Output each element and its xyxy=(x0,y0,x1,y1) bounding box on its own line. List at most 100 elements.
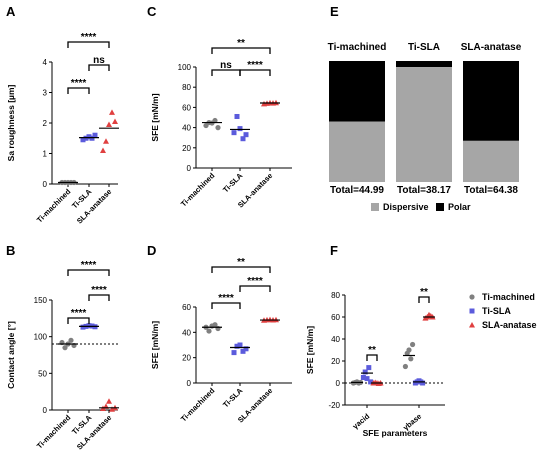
data-point xyxy=(212,117,218,124)
total-label: Total=44.99 xyxy=(330,185,384,196)
data-point xyxy=(362,369,368,375)
y-tick-label: 150 xyxy=(34,296,48,305)
y-tick-label: 40 xyxy=(182,328,191,337)
data-point xyxy=(231,130,237,136)
dispersive-bar-segment xyxy=(463,140,519,182)
legend-label-dispersive: Dispersive xyxy=(383,202,429,212)
legend-marker xyxy=(469,308,475,314)
x-tick-label: Ti-machined xyxy=(35,413,73,451)
total-label: Total=38.17 xyxy=(397,185,451,196)
data-point xyxy=(106,398,112,404)
data-point xyxy=(410,341,416,348)
data-point xyxy=(237,342,243,348)
y-tick-label: 1 xyxy=(43,150,48,159)
legend-swatch-dispersive xyxy=(371,203,379,211)
x-tick-label: Ti-machined xyxy=(35,187,73,225)
significance-label: **** xyxy=(81,32,97,43)
total-label: Total=64.38 xyxy=(464,185,518,196)
data-point xyxy=(80,137,86,143)
data-point xyxy=(240,348,246,354)
panel-letter: E xyxy=(330,4,339,19)
significance-bracket xyxy=(211,266,271,273)
y-tick-label: 0 xyxy=(43,180,48,189)
panel-letter: A xyxy=(6,4,16,19)
legend-marker xyxy=(469,294,475,300)
y-tick-label: 0 xyxy=(187,379,192,388)
y-tick-label: 100 xyxy=(178,63,192,72)
x-tick-label: Ti-SLA xyxy=(221,171,245,195)
significance-label: **** xyxy=(71,308,87,319)
data-point xyxy=(243,132,249,138)
panel-letter: B xyxy=(6,243,15,258)
y-tick-label: 20 xyxy=(331,357,340,366)
data-point xyxy=(366,365,372,371)
y-axis-label: SFE [mN/m] xyxy=(150,93,160,141)
y-axis-label: SFE [mN/m] xyxy=(150,321,160,369)
data-point xyxy=(68,337,74,343)
data-point xyxy=(237,126,243,132)
significance-label: **** xyxy=(81,260,97,271)
data-point xyxy=(109,109,115,115)
significance-label: ns xyxy=(93,55,105,66)
dispersive-bar-segment xyxy=(329,121,385,182)
data-point xyxy=(406,347,412,353)
y-tick-label: 40 xyxy=(331,335,340,344)
y-tick-label: 0 xyxy=(187,164,192,173)
data-point xyxy=(240,136,246,142)
y-tick-label: 20 xyxy=(182,354,191,363)
x-tick-label: Ti-SLA xyxy=(221,386,245,410)
significance-label: **** xyxy=(247,60,263,71)
legend-label: SLA-anatase xyxy=(482,320,537,330)
data-point xyxy=(408,356,414,362)
data-point xyxy=(402,363,408,370)
significance-label: **** xyxy=(71,78,87,89)
significance-label: ** xyxy=(368,345,376,356)
y-axis-label: SFE [mN/m] xyxy=(305,326,315,374)
significance-bracket xyxy=(67,317,90,324)
column-header: SLA-anatase xyxy=(461,42,522,53)
column-header: Ti-machined xyxy=(328,42,387,53)
data-point xyxy=(364,376,370,382)
y-axis-label: Contact angle [°] xyxy=(6,321,16,389)
significance-bracket xyxy=(88,64,110,71)
y-tick-label: 20 xyxy=(182,144,191,153)
y-tick-label: -20 xyxy=(328,401,340,410)
data-point xyxy=(231,350,237,356)
significance-bracket xyxy=(211,47,271,54)
data-point xyxy=(86,323,92,329)
column-header: Ti-SLA xyxy=(408,42,440,53)
polar-bar-segment xyxy=(396,61,452,68)
significance-label: ** xyxy=(237,38,245,49)
data-point xyxy=(80,324,86,330)
significance-bracket xyxy=(239,69,271,76)
significance-bracket xyxy=(67,87,90,94)
y-tick-label: 80 xyxy=(182,83,191,92)
significance-label: ** xyxy=(237,257,245,268)
legend-label: Ti-SLA xyxy=(482,306,511,316)
data-point xyxy=(420,380,426,386)
polar-bar-segment xyxy=(463,61,519,141)
x-tick-label: Ti-machined xyxy=(179,386,217,424)
data-point xyxy=(103,138,109,144)
data-point xyxy=(109,406,115,412)
legend-label: Ti-machined xyxy=(482,292,535,302)
x-axis-label: SFE parameters xyxy=(363,428,428,438)
data-point xyxy=(112,118,118,124)
significance-bracket xyxy=(67,269,110,276)
polar-bar-segment xyxy=(329,61,385,122)
significance-label: ** xyxy=(420,287,428,298)
data-point xyxy=(234,113,240,119)
y-tick-label: 4 xyxy=(43,58,48,67)
data-point xyxy=(100,147,106,153)
data-point xyxy=(234,343,240,349)
legend-label-polar: Polar xyxy=(448,202,471,212)
data-point xyxy=(86,134,92,140)
data-point xyxy=(89,135,95,141)
significance-bracket xyxy=(67,41,110,48)
significance-bracket xyxy=(211,302,241,309)
data-point xyxy=(368,379,374,385)
significance-label: **** xyxy=(91,285,107,296)
data-point xyxy=(215,125,221,131)
data-point xyxy=(106,121,112,128)
